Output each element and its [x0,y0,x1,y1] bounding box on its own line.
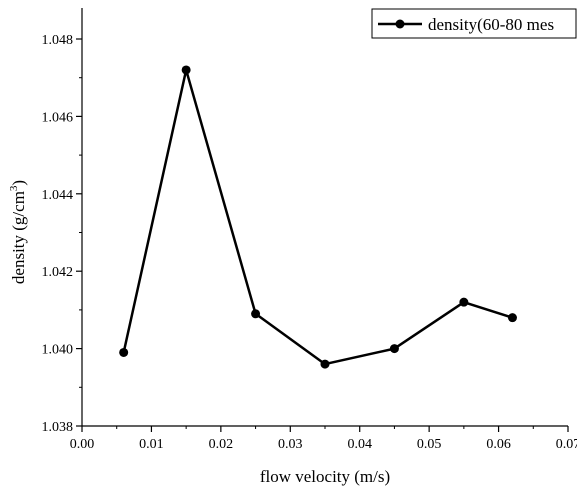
y-ticks: 1.038 1.040 1.042 1.044 1.046 1.048 [42,33,82,435]
y-tick-label: 1.042 [42,265,74,280]
data-point [320,359,330,369]
y-tick-label: 1.046 [42,110,74,125]
data-point [251,309,261,319]
y-axis-title-superscript: 3 [8,185,20,191]
x-tick-label: 0.02 [209,437,234,452]
data-point [119,347,129,357]
x-tick-label: 0.07 [556,437,577,452]
data-point [181,65,191,75]
y-tick-label: 1.044 [42,188,74,203]
y-axis-title-close: ) [9,180,28,186]
x-tick-label: 0.06 [486,437,511,452]
data-point [389,344,399,354]
x-axis-title: flow velocity (m/s) [260,467,390,486]
y-axis-title-main: density (g/cm [9,191,28,284]
data-point [459,297,469,307]
x-tick-label: 0.00 [70,437,95,452]
x-ticks: 0.00 0.01 0.02 0.03 0.04 0.05 0.06 0.07 [70,426,577,452]
series-layer [119,65,517,369]
y-tick-label: 1.038 [42,420,74,435]
y-tick-label: 1.040 [42,343,74,358]
x-tick-label: 0.05 [417,437,442,452]
legend: density(60-80 mes [371,8,577,39]
x-tick-label: 0.01 [139,437,164,452]
x-tick-label: 0.04 [347,437,372,452]
series-line [122,68,513,366]
legend-label: density(60-80 mes [428,15,554,34]
legend-marker-sample [395,19,405,29]
y-tick-label: 1.048 [42,33,74,48]
data-point [507,313,517,323]
x-tick-label: 0.03 [278,437,303,452]
y-axis-title: density (g/cm3) [8,180,28,284]
